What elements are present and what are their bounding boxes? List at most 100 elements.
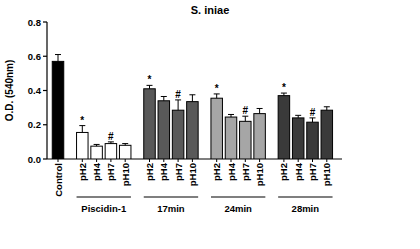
bar (278, 96, 290, 159)
error-bar (281, 93, 287, 96)
y-tick (43, 90, 47, 91)
x-tick (82, 159, 83, 162)
y-tick-label: 0.2 (28, 119, 41, 130)
error-stem (163, 96, 164, 100)
error-stem (259, 108, 260, 113)
error-stem (82, 126, 83, 133)
error-bar (189, 95, 195, 102)
error-cap (257, 108, 263, 109)
error-stem (326, 107, 327, 110)
error-stem (192, 95, 193, 102)
bars (52, 55, 332, 159)
bar (240, 121, 252, 159)
bar (187, 102, 199, 159)
group-label: 24min (224, 203, 252, 214)
x-tick-label: pH10 (254, 163, 265, 186)
group-bracket (77, 196, 131, 197)
error-bar (242, 116, 248, 121)
x-tick-label: pH4 (226, 162, 237, 181)
error-bar (175, 100, 181, 110)
y-tick-label: 0.0 (28, 154, 41, 165)
group-label: 28min (292, 203, 320, 214)
x-tick (192, 159, 193, 162)
bar (91, 146, 103, 159)
annotation: # (175, 89, 181, 100)
bar (172, 110, 184, 159)
x-tick (326, 159, 327, 162)
x-tick-label: pH10 (120, 163, 131, 186)
error-stem (245, 116, 246, 121)
bar (321, 110, 333, 159)
x-tick-label: Control (53, 163, 64, 197)
x-tick (163, 159, 164, 162)
annotation: * (148, 74, 152, 85)
y-tick (43, 21, 47, 22)
bar (158, 101, 170, 159)
x-tick (312, 159, 313, 162)
error-stem (178, 100, 179, 110)
error-stem (312, 118, 313, 122)
x-tick-label: pH2 (77, 163, 88, 181)
error-bar (310, 118, 316, 122)
x-tick-label: pH7 (173, 163, 184, 181)
error-cap (55, 54, 61, 55)
error-bar (108, 142, 114, 144)
group-label: Piscidin-1 (81, 203, 127, 214)
bar (77, 132, 89, 159)
x-tick (178, 159, 179, 162)
error-cap (122, 143, 128, 144)
y-tick (43, 56, 47, 57)
x-tick (110, 159, 111, 162)
error-bar (257, 108, 263, 113)
error-cap (295, 115, 301, 116)
y-tick (43, 124, 47, 125)
x-tick (231, 159, 232, 162)
bar (254, 114, 266, 159)
error-stem (149, 85, 150, 88)
x-tick (149, 159, 150, 162)
bar (105, 144, 117, 159)
x-tick-label: pH4 (293, 162, 304, 181)
error-bar (122, 144, 128, 146)
error-bar (324, 107, 330, 110)
bar (144, 89, 156, 159)
group-label: 17min (157, 203, 185, 214)
y-tick-label: 0.8 (28, 17, 41, 28)
annotation: # (310, 107, 316, 118)
group-bracket (144, 196, 198, 197)
error-cap (324, 106, 330, 107)
error-bar (295, 115, 301, 118)
error-bar (79, 126, 85, 133)
error-bar (55, 55, 61, 62)
x-tick (58, 159, 59, 162)
title: S. iniae (191, 4, 230, 16)
group-bracket (211, 196, 265, 197)
x-tick-label: pH2 (144, 163, 155, 181)
chart: S. iniaeO.D. (540nm)0.00.20.40.60.8*#*#*… (0, 0, 420, 249)
bar (52, 61, 64, 159)
annotation: # (108, 131, 114, 142)
error-bar (147, 85, 153, 88)
x-tick-label: pH2 (211, 163, 222, 181)
error-stem (58, 55, 59, 62)
x-tick-label: pH10 (321, 163, 332, 186)
y-tick-label: 0.4 (28, 85, 42, 96)
x-tick (298, 159, 299, 162)
error-bar (214, 94, 220, 98)
y-label: O.D. (540nm) (4, 60, 15, 122)
x-tick (283, 159, 284, 162)
group-bracket (278, 196, 332, 197)
x-tick-label: pH4 (91, 162, 102, 181)
bar (211, 98, 223, 159)
bar (292, 118, 304, 159)
error-bar (161, 96, 167, 100)
error-cap (161, 96, 167, 97)
x-tick-label: pH7 (240, 163, 251, 181)
error-cap (94, 144, 100, 145)
annotation: * (215, 83, 219, 94)
x-tick-label: pH2 (278, 163, 289, 181)
error-stem (216, 94, 217, 98)
x-tick-label: pH10 (187, 163, 198, 186)
bar (307, 122, 319, 159)
x-tick-label: pH7 (307, 163, 318, 181)
